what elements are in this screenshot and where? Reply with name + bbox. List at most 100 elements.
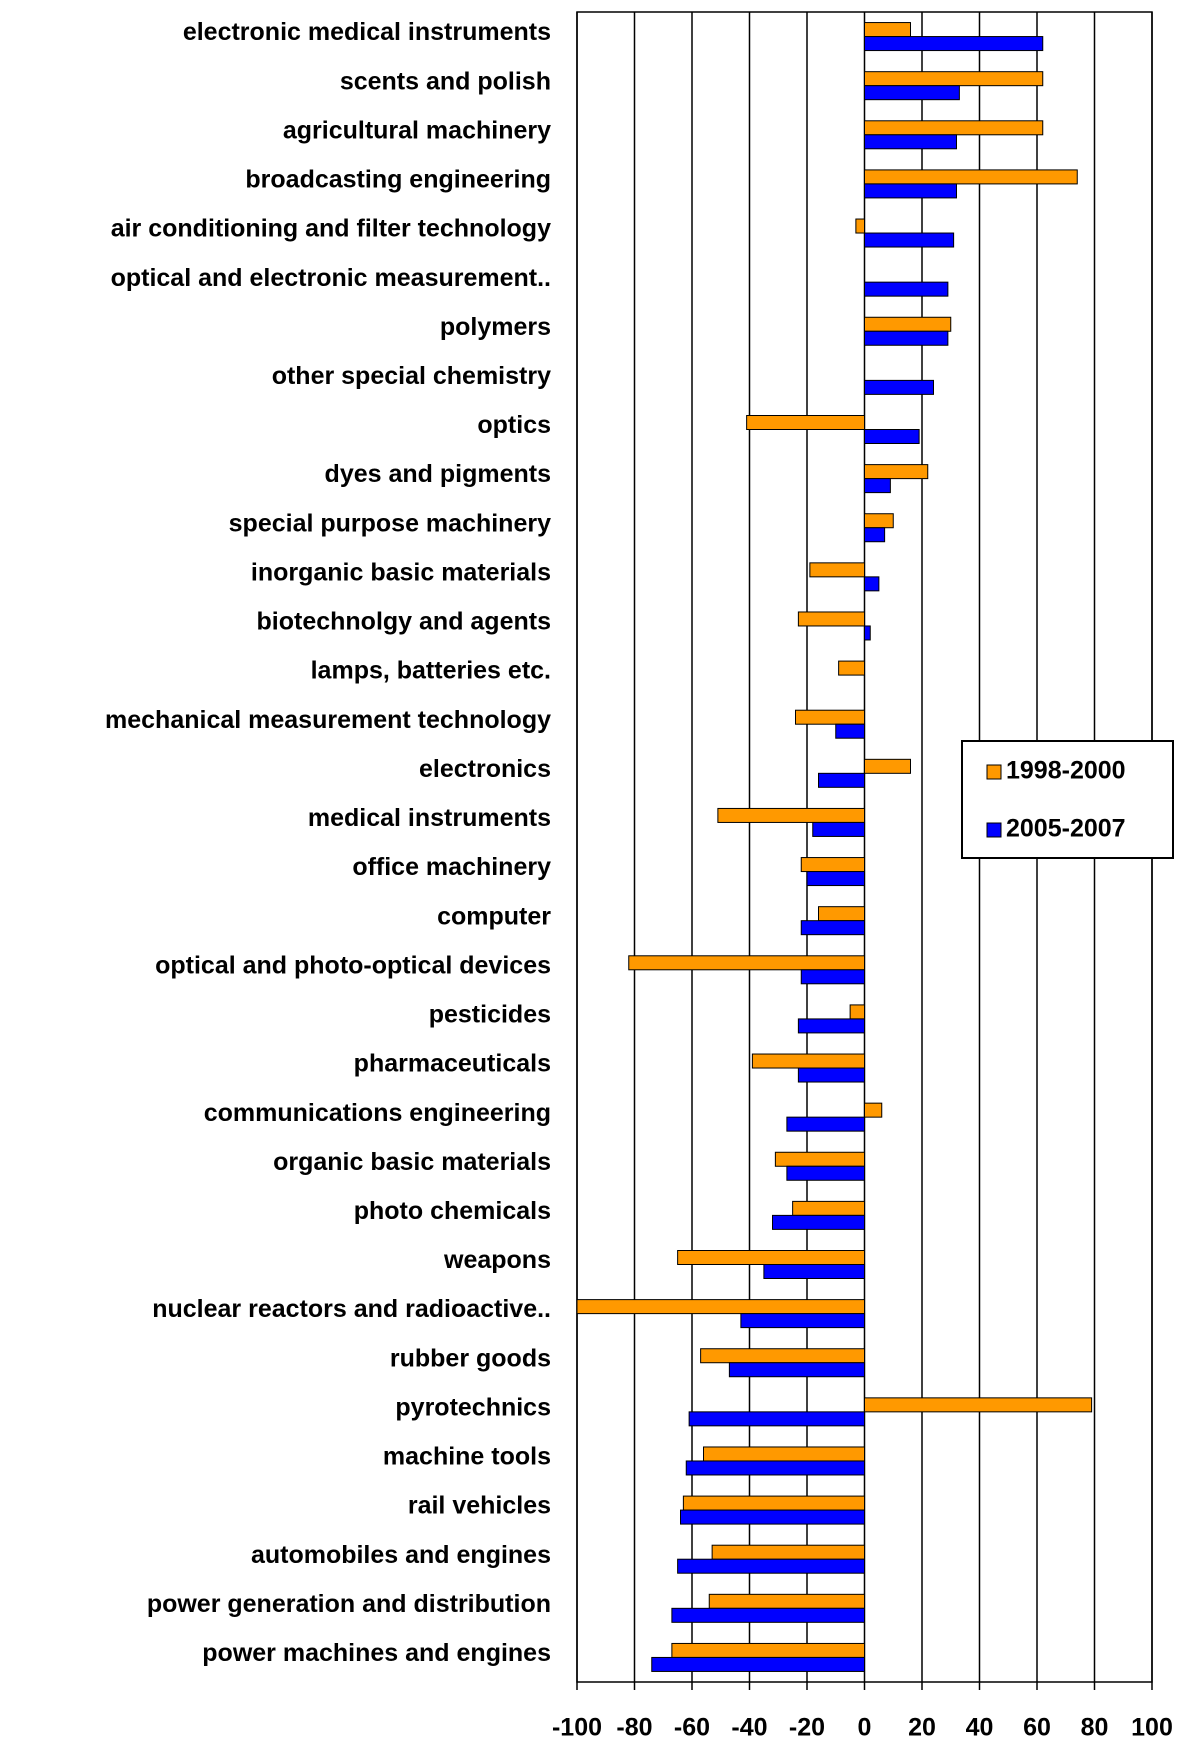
bar — [717, 807, 865, 823]
y-tick-label: scents and polish — [340, 67, 551, 95]
x-tick-label: 20 — [908, 1714, 936, 1742]
bar — [740, 1313, 865, 1329]
bar — [685, 1460, 865, 1476]
y-tick-label: lamps, batteries etc. — [311, 657, 551, 685]
y-tick-label: optics — [477, 411, 551, 439]
bar — [864, 464, 929, 480]
y-tick-label: polymers — [440, 313, 551, 341]
bar — [864, 576, 880, 592]
bar — [688, 1411, 865, 1427]
bar — [797, 611, 865, 627]
bar — [677, 1558, 865, 1574]
y-tick-label: mechanical measurement technology — [105, 706, 551, 734]
y-tick-label: weapons — [443, 1246, 551, 1274]
bar — [864, 316, 952, 332]
legend-swatch — [986, 764, 1002, 780]
bar — [864, 625, 871, 641]
bar — [700, 1348, 865, 1364]
bar — [864, 330, 949, 346]
bar — [812, 821, 865, 837]
y-tick-label: agricultural machinery — [283, 116, 551, 144]
bar — [728, 1362, 865, 1378]
legend-swatch — [986, 822, 1002, 838]
bar — [849, 1004, 865, 1020]
y-tick-label: communications engineering — [204, 1099, 551, 1127]
y-tick-label: computer — [437, 902, 551, 930]
x-tick-label: -80 — [616, 1714, 652, 1742]
bar — [864, 134, 957, 150]
x-tick-label: 80 — [1081, 1714, 1109, 1742]
bar — [792, 1200, 865, 1216]
bar — [864, 85, 960, 101]
bar — [772, 1214, 865, 1230]
bar — [576, 1299, 865, 1315]
x-tick-label: -20 — [789, 1714, 825, 1742]
y-tick-label: office machinery — [352, 853, 551, 881]
bar — [864, 281, 949, 297]
y-tick-label: rubber goods — [390, 1344, 551, 1372]
y-tick-label: inorganic basic materials — [251, 558, 551, 586]
y-tick-label: medical instruments — [308, 804, 551, 832]
y-tick-label: organic basic materials — [273, 1148, 551, 1176]
bar — [864, 1397, 1093, 1413]
bar — [628, 955, 865, 971]
legend-label: 2005-2007 — [1006, 815, 1126, 843]
y-tick-label: optical and electronic measurement.. — [111, 264, 551, 292]
y-tick-label: power machines and engines — [202, 1639, 551, 1667]
bar — [864, 169, 1078, 185]
y-tick-label: pesticides — [429, 1001, 551, 1029]
bar — [864, 71, 1044, 87]
bar — [708, 1593, 865, 1609]
bar — [838, 660, 865, 676]
x-tick-label: 40 — [966, 1714, 994, 1742]
y-tick-label: biotechnolgy and agents — [257, 608, 551, 636]
y-tick-label: special purpose machinery — [229, 509, 551, 537]
y-tick-label: air conditioning and filter technology — [111, 215, 551, 243]
bar — [855, 218, 865, 234]
bar — [651, 1656, 865, 1672]
bar — [864, 22, 911, 38]
bar — [711, 1544, 865, 1560]
bar — [797, 1067, 865, 1083]
bar — [864, 1102, 883, 1118]
bar — [864, 429, 920, 444]
bar — [746, 415, 865, 430]
x-tick-label: -60 — [674, 1714, 710, 1742]
x-tick-label: 100 — [1131, 1714, 1173, 1742]
bar — [800, 920, 865, 936]
x-tick-label: 0 — [858, 1714, 872, 1742]
x-tick-label: -40 — [731, 1714, 767, 1742]
bar — [682, 1495, 865, 1511]
bar — [864, 120, 1044, 136]
bar — [677, 1250, 865, 1265]
bar — [671, 1642, 865, 1658]
bar — [864, 758, 911, 774]
bar — [797, 1018, 865, 1034]
bar — [795, 709, 865, 725]
y-tick-label: power generation and distribution — [147, 1590, 551, 1618]
x-tick-label: -100 — [552, 1714, 602, 1742]
bar — [818, 906, 865, 922]
bar — [786, 1165, 865, 1181]
bar — [751, 1053, 865, 1069]
y-tick-label: optical and photo-optical devices — [155, 951, 551, 979]
bar — [864, 36, 1044, 52]
bar — [864, 232, 955, 248]
bar — [800, 969, 865, 985]
x-tick-label: 60 — [1023, 1714, 1051, 1742]
legend-label: 1998-2000 — [1006, 757, 1126, 785]
bar — [809, 562, 865, 578]
bar — [818, 772, 865, 788]
bar — [864, 513, 894, 529]
y-tick-label: automobiles and engines — [251, 1541, 551, 1569]
bar — [671, 1607, 865, 1623]
bar — [763, 1264, 865, 1279]
y-tick-label: pharmaceuticals — [354, 1050, 551, 1078]
bar — [864, 183, 957, 199]
bar — [786, 1116, 865, 1132]
bar — [864, 379, 934, 395]
y-tick-label: dyes and pigments — [325, 460, 551, 488]
y-tick-label: photo chemicals — [354, 1197, 551, 1225]
y-tick-label: electronics — [419, 755, 551, 783]
